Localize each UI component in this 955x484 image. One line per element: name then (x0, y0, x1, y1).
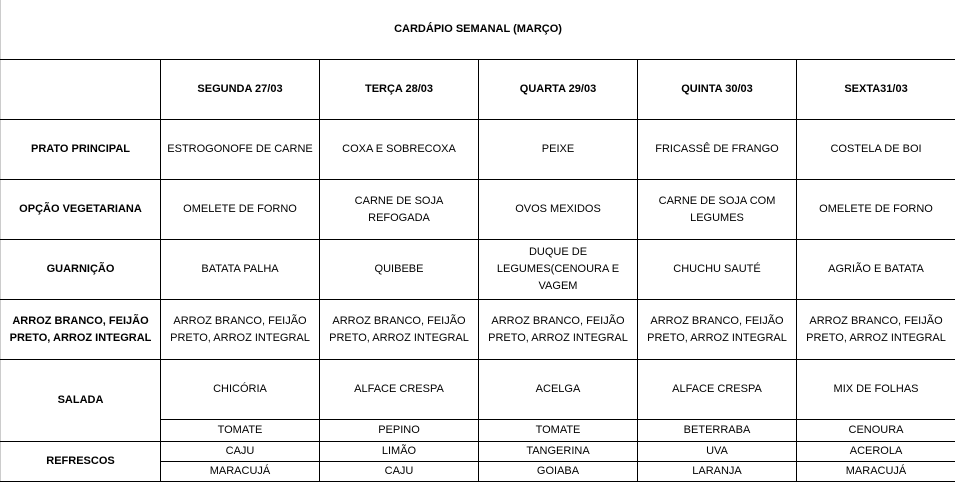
row-label: GUARNIÇÃO (0, 239, 161, 300)
cell: ACELGA (478, 359, 638, 420)
cell: OMELETE DE FORNO (795, 179, 955, 240)
cell: ESTROGONOFE DE CARNE (160, 119, 320, 180)
cell: OVOS MEXIDOS (478, 179, 638, 240)
cell: QUIBEBE (319, 239, 479, 300)
cell: DUQUE DE LEGUMES(CENOURA E VAGEM (478, 239, 638, 300)
day-header: QUINTA 30/03 (637, 59, 797, 120)
cell: LARANJA (637, 461, 797, 482)
row-salada-2: TOMATE PEPINO TOMATE BETERRABA CENOURA (1, 419, 955, 442)
cell: MARACUJÁ (795, 461, 955, 482)
row-label: ARROZ BRANCO, FEIJÃO PRETO, ARROZ INTEGR… (0, 299, 161, 360)
cell: CARNE DE SOJA COM LEGUMES (637, 179, 797, 240)
day-header: SEGUNDA 27/03 (160, 59, 320, 120)
row-opcao-vegetariana: OPÇÃO VEGETARIANA OMELETE DE FORNO CARNE… (0, 179, 955, 240)
cell: BETERRABA (637, 419, 797, 442)
cell: ARROZ BRANCO, FEIJÃO PRETO, ARROZ INTEGR… (478, 299, 638, 360)
cell: ALFACE CRESPA (319, 359, 479, 420)
row-refrescos: REFRESCOS CAJU LIMÃO TANGERINA UVA ACERO… (0, 441, 955, 482)
header-row: SEGUNDA 27/03 TERÇA 28/03 QUARTA 29/03 Q… (0, 59, 955, 120)
cell: PEPINO (319, 419, 479, 442)
cell: CENOURA (795, 419, 955, 442)
cell: ARROZ BRANCO, FEIJÃO PRETO, ARROZ INTEGR… (160, 299, 320, 360)
cell: PEIXE (478, 119, 638, 180)
cell: ALFACE CRESPA (637, 359, 797, 420)
row-salada: SALADA CHICÓRIA ALFACE CRESPA ACELGA ALF… (0, 359, 955, 442)
cell: BATATA PALHA (160, 239, 320, 300)
cell: CARNE DE SOJA REFOGADA (319, 179, 479, 240)
cell: TOMATE (160, 419, 320, 442)
cell: CAJU (319, 461, 479, 482)
row-guarnicao: GUARNIÇÃO BATATA PALHA QUIBEBE DUQUE DE … (0, 239, 955, 300)
cell: CHUCHU SAUTÉ (637, 239, 797, 300)
cell: ARROZ BRANCO, FEIJÃO PRETO, ARROZ INTEGR… (637, 299, 797, 360)
cell: OMELETE DE FORNO (160, 179, 320, 240)
cell: TOMATE (478, 419, 638, 442)
cell: MIX DE FOLHAS (795, 359, 955, 420)
row-prato-principal: PRATO PRINCIPAL ESTROGONOFE DE CARNE COX… (0, 119, 955, 180)
corner-cell (0, 59, 161, 120)
cell: CAJU (160, 441, 320, 462)
cell: MARACUJÁ (160, 461, 320, 482)
row-label: SALADA (0, 359, 161, 442)
cell: ACEROLA (795, 441, 955, 462)
cell: ARROZ BRANCO, FEIJÃO PRETO, ARROZ INTEGR… (795, 299, 955, 360)
menu-title: CARDÁPIO SEMANAL (MARÇO) (0, 0, 955, 60)
day-header: SEXTA31/03 (795, 59, 955, 120)
cell: FRICASSÊ DE FRANGO (637, 119, 797, 180)
cell: AGRIÃO E BATATA (795, 239, 955, 300)
row-label: REFRESCOS (0, 441, 161, 482)
cell: COSTELA DE BOI (795, 119, 955, 180)
cell: COXA E SOBRECOXA (319, 119, 479, 180)
cell: GOIABA (478, 461, 638, 482)
row-label: PRATO PRINCIPAL (0, 119, 161, 180)
cell: ARROZ BRANCO, FEIJÃO PRETO, ARROZ INTEGR… (319, 299, 479, 360)
day-header: TERÇA 28/03 (319, 59, 479, 120)
cell: TANGERINA (478, 441, 638, 462)
cell: LIMÃO (319, 441, 479, 462)
cell: CHICÓRIA (160, 359, 320, 420)
day-header: QUARTA 29/03 (478, 59, 638, 120)
row-label: OPÇÃO VEGETARIANA (0, 179, 161, 240)
row-refrescos-2: MARACUJÁ CAJU GOIABA LARANJA MARACUJÁ (1, 461, 955, 482)
cell: UVA (637, 441, 797, 462)
row-arroz: ARROZ BRANCO, FEIJÃO PRETO, ARROZ INTEGR… (0, 299, 955, 360)
